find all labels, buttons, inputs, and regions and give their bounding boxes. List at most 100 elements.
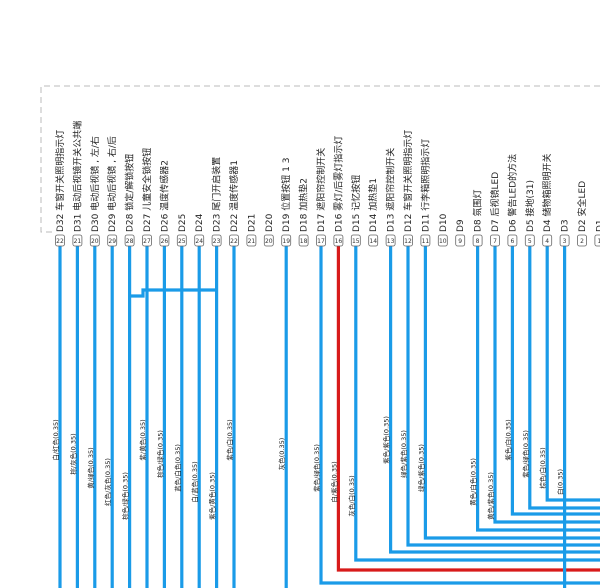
pin-2: 20 D30 电动后视镜 , 左/右 xyxy=(89,136,101,247)
pin-1: 21 D31 电动后视镜开关公共端 xyxy=(71,121,83,247)
pin-box xyxy=(281,234,292,247)
wire-label: 紫色/紫色(0.35) xyxy=(382,416,391,464)
pin-box xyxy=(159,234,170,247)
pin-label: D19 位置按钮 1 3 xyxy=(280,158,292,232)
pin-box xyxy=(194,234,205,247)
wires-layer xyxy=(58,246,600,588)
wire-label: 红色/灰色(0.35) xyxy=(103,458,112,506)
pin-label: D2 安全LED xyxy=(576,181,588,232)
wire-jumper xyxy=(129,288,217,298)
pin-box xyxy=(403,234,413,247)
pin-number: 11 xyxy=(422,238,430,245)
pin-23: 9 D9 xyxy=(455,219,466,247)
pin-number: 7 xyxy=(493,238,497,245)
pin-box xyxy=(124,234,135,247)
pin-label: D7 后视镜LED xyxy=(489,172,501,232)
wire-label: 棕色/绿色(0.35) xyxy=(121,472,130,520)
pin-label: D9 xyxy=(456,219,466,232)
pin-number: 23 xyxy=(213,238,221,245)
pin-box xyxy=(246,234,257,247)
pin-21: 11 D11 行李箱照明指示灯 xyxy=(419,139,431,247)
pin-number: 20 xyxy=(265,238,273,245)
pin-label: D17 遮阳帘控制开关 xyxy=(315,148,327,232)
wire-label: 紫色/绿色(0.35) xyxy=(521,430,530,478)
pin-box xyxy=(316,234,326,247)
pin-box xyxy=(176,234,187,247)
pin-label: D32 车窗开关照明指示灯 xyxy=(54,130,66,232)
pin-14: 18 D18 加热垫2 xyxy=(298,178,310,247)
pin-12: 20 D20 xyxy=(263,213,275,247)
pin-box xyxy=(142,234,152,247)
pin-11: 21 D21 xyxy=(246,214,257,247)
pin-label: D4 储物箱照明开关 xyxy=(541,153,553,232)
wire-label: 白/红色(0.35) xyxy=(51,419,60,460)
pin-15: 17 D17 遮阳帘控制开关 xyxy=(315,148,327,247)
wire-label: 白(0.35) xyxy=(556,469,565,495)
wire-label: 棕色/绿色(0.35) xyxy=(155,430,164,478)
wire-label: 白/紫色(0.35) xyxy=(329,461,338,502)
pin-20: 12 D12 车窗开关照明指示灯 xyxy=(402,130,414,247)
wire-28 xyxy=(545,246,600,502)
pin-box xyxy=(542,234,553,247)
pin-box xyxy=(89,234,100,247)
pin-box xyxy=(229,234,239,247)
pin-box xyxy=(437,234,448,247)
pin-number: 19 xyxy=(282,238,290,245)
wire-26 xyxy=(510,246,600,516)
pin-number: 2 xyxy=(580,238,584,245)
pin-label: D25 xyxy=(178,214,188,232)
pin-label: D11 行李箱照明指示灯 xyxy=(419,139,431,232)
pin-label: D21 xyxy=(247,214,257,232)
wire-16 xyxy=(336,246,600,572)
pin-label: D8 氛围灯 xyxy=(472,189,484,232)
pin-label: D12 车窗开关照明指示灯 xyxy=(402,130,414,232)
pin-7: 25 D25 xyxy=(176,214,188,247)
pin-28: 4 D4 储物箱照明开关 xyxy=(541,153,553,247)
wire-label: 棕/灰色(0.35) xyxy=(68,433,77,474)
pin-label: D15 记忆按钮 xyxy=(350,175,362,232)
wire-24 xyxy=(476,246,600,532)
pin-30: 2 D2 安全LED xyxy=(576,181,588,247)
pin-box xyxy=(263,234,274,247)
pin-13: 19 D19 位置按钮 1 3 xyxy=(280,158,292,247)
pin-label: D5 接地(31) xyxy=(524,180,536,232)
pin-number: 29 xyxy=(108,238,116,245)
pin-25: 7 D7 后视镜LED xyxy=(489,172,501,247)
pin-box xyxy=(55,234,65,247)
wire-label: 紫色/白(0.35) xyxy=(225,419,234,460)
pin-number: 20 xyxy=(91,238,99,245)
wire-21 xyxy=(423,246,600,540)
pin-0: 22 D32 车窗开关照明指示灯 xyxy=(54,130,66,247)
pin-box xyxy=(298,234,309,247)
pin-number: 21 xyxy=(248,238,256,245)
wire-label: 灰色(0.35) xyxy=(277,438,286,471)
pin-number: 13 xyxy=(387,238,395,245)
pin-label: D24 xyxy=(195,213,205,232)
pin-box xyxy=(385,234,396,247)
pin-box xyxy=(107,234,118,247)
pin-label: D30 电动后视镜 , 左/右 xyxy=(89,136,101,232)
pin-box xyxy=(594,234,600,247)
pin-4: 28 D28 锁定/解锁按钮 xyxy=(124,154,136,247)
pin-19: 13 D13 遮阳帘控制开关 xyxy=(385,148,397,247)
pin-label: D3 xyxy=(561,219,571,232)
wire-label: 绿色/紫色(0.35) xyxy=(399,430,408,478)
pin-box xyxy=(577,234,587,247)
pin-box xyxy=(490,234,500,247)
wire-label: 白/蓝色(0.35) xyxy=(190,461,199,502)
pin-box xyxy=(211,234,222,247)
wire-label: 棕色/白(0.35) xyxy=(538,447,547,488)
pin-number: 17 xyxy=(317,238,325,245)
pin-box xyxy=(524,234,535,247)
pin-label: D14 加热垫1 xyxy=(367,178,379,232)
wire-15 xyxy=(319,246,600,585)
pin-number: 9 xyxy=(458,238,462,245)
wire-label: 紫色/黄色(0.35) xyxy=(208,472,217,520)
pin-number: 21 xyxy=(74,238,82,245)
pin-number: 22 xyxy=(230,238,238,245)
pin-29: 3 D3 xyxy=(559,219,571,247)
wire-27 xyxy=(528,246,600,510)
pin-number: 1 xyxy=(597,238,600,245)
